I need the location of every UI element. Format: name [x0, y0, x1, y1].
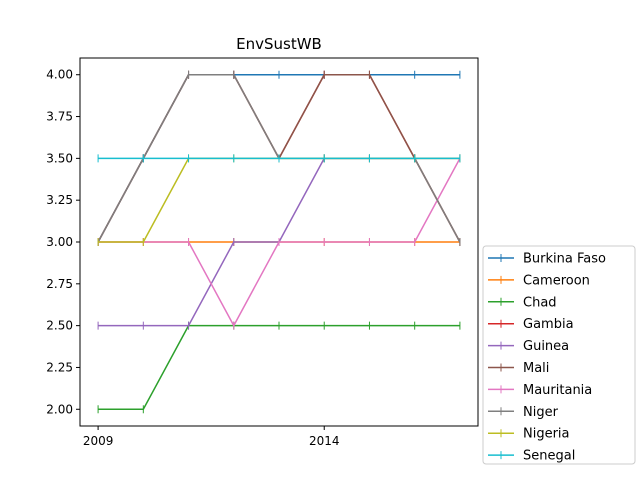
legend-label: Niger: [523, 405, 559, 420]
legend-item: Burkina Faso: [488, 252, 606, 267]
series-senegal: [97, 154, 461, 163]
legend-item: Cameroon: [488, 273, 590, 288]
legend-item: Mali: [488, 361, 549, 376]
legend-label: Mauritania: [523, 383, 592, 398]
legend-item: Niger: [488, 405, 559, 420]
legend-label: Guinea: [523, 339, 569, 354]
x-axis: 2009 2014: [83, 426, 340, 448]
legend-item: Guinea: [488, 339, 569, 354]
y-tick-label: 2.00: [46, 402, 73, 416]
legend-label: Senegal: [523, 449, 575, 464]
y-tick-label: 4.00: [46, 68, 73, 82]
legend-label: Mali: [523, 361, 549, 376]
legend-label: Cameroon: [523, 273, 590, 288]
legend-label: Chad: [523, 295, 557, 310]
series-layer: [97, 70, 461, 414]
chart-title: EnvSustWB: [236, 35, 322, 53]
y-tick-label: 3.75: [46, 110, 73, 124]
y-tick-label: 3.25: [46, 193, 73, 207]
y-tick-label: 2.50: [46, 319, 73, 333]
legend-frame: [482, 245, 636, 465]
legend-item: Senegal: [488, 449, 575, 464]
legend-item: Mauritania: [488, 383, 592, 398]
x-tick-label: 2009: [83, 434, 114, 448]
legend-label: Nigeria: [523, 427, 570, 442]
legend-label: Burkina Faso: [523, 252, 606, 267]
legend-item: Nigeria: [488, 427, 570, 442]
legend-item: Gambia: [488, 317, 574, 332]
y-tick-label: 2.75: [46, 277, 73, 291]
y-tick-label: 3.50: [46, 151, 73, 165]
legend-item: Chad: [488, 295, 557, 310]
y-tick-label: 2.25: [46, 360, 73, 374]
legend: Burkina Faso Cameroon Chad Gambia Guinea Mali…: [482, 245, 636, 465]
legend-label: Gambia: [523, 317, 574, 332]
y-axis: 2.00 2.25 2.50 2.75 3.00 3.25 3.50 3.75 4.00: [46, 68, 80, 416]
y-tick-label: 3.00: [46, 235, 73, 249]
x-tick-label: 2014: [309, 434, 340, 448]
